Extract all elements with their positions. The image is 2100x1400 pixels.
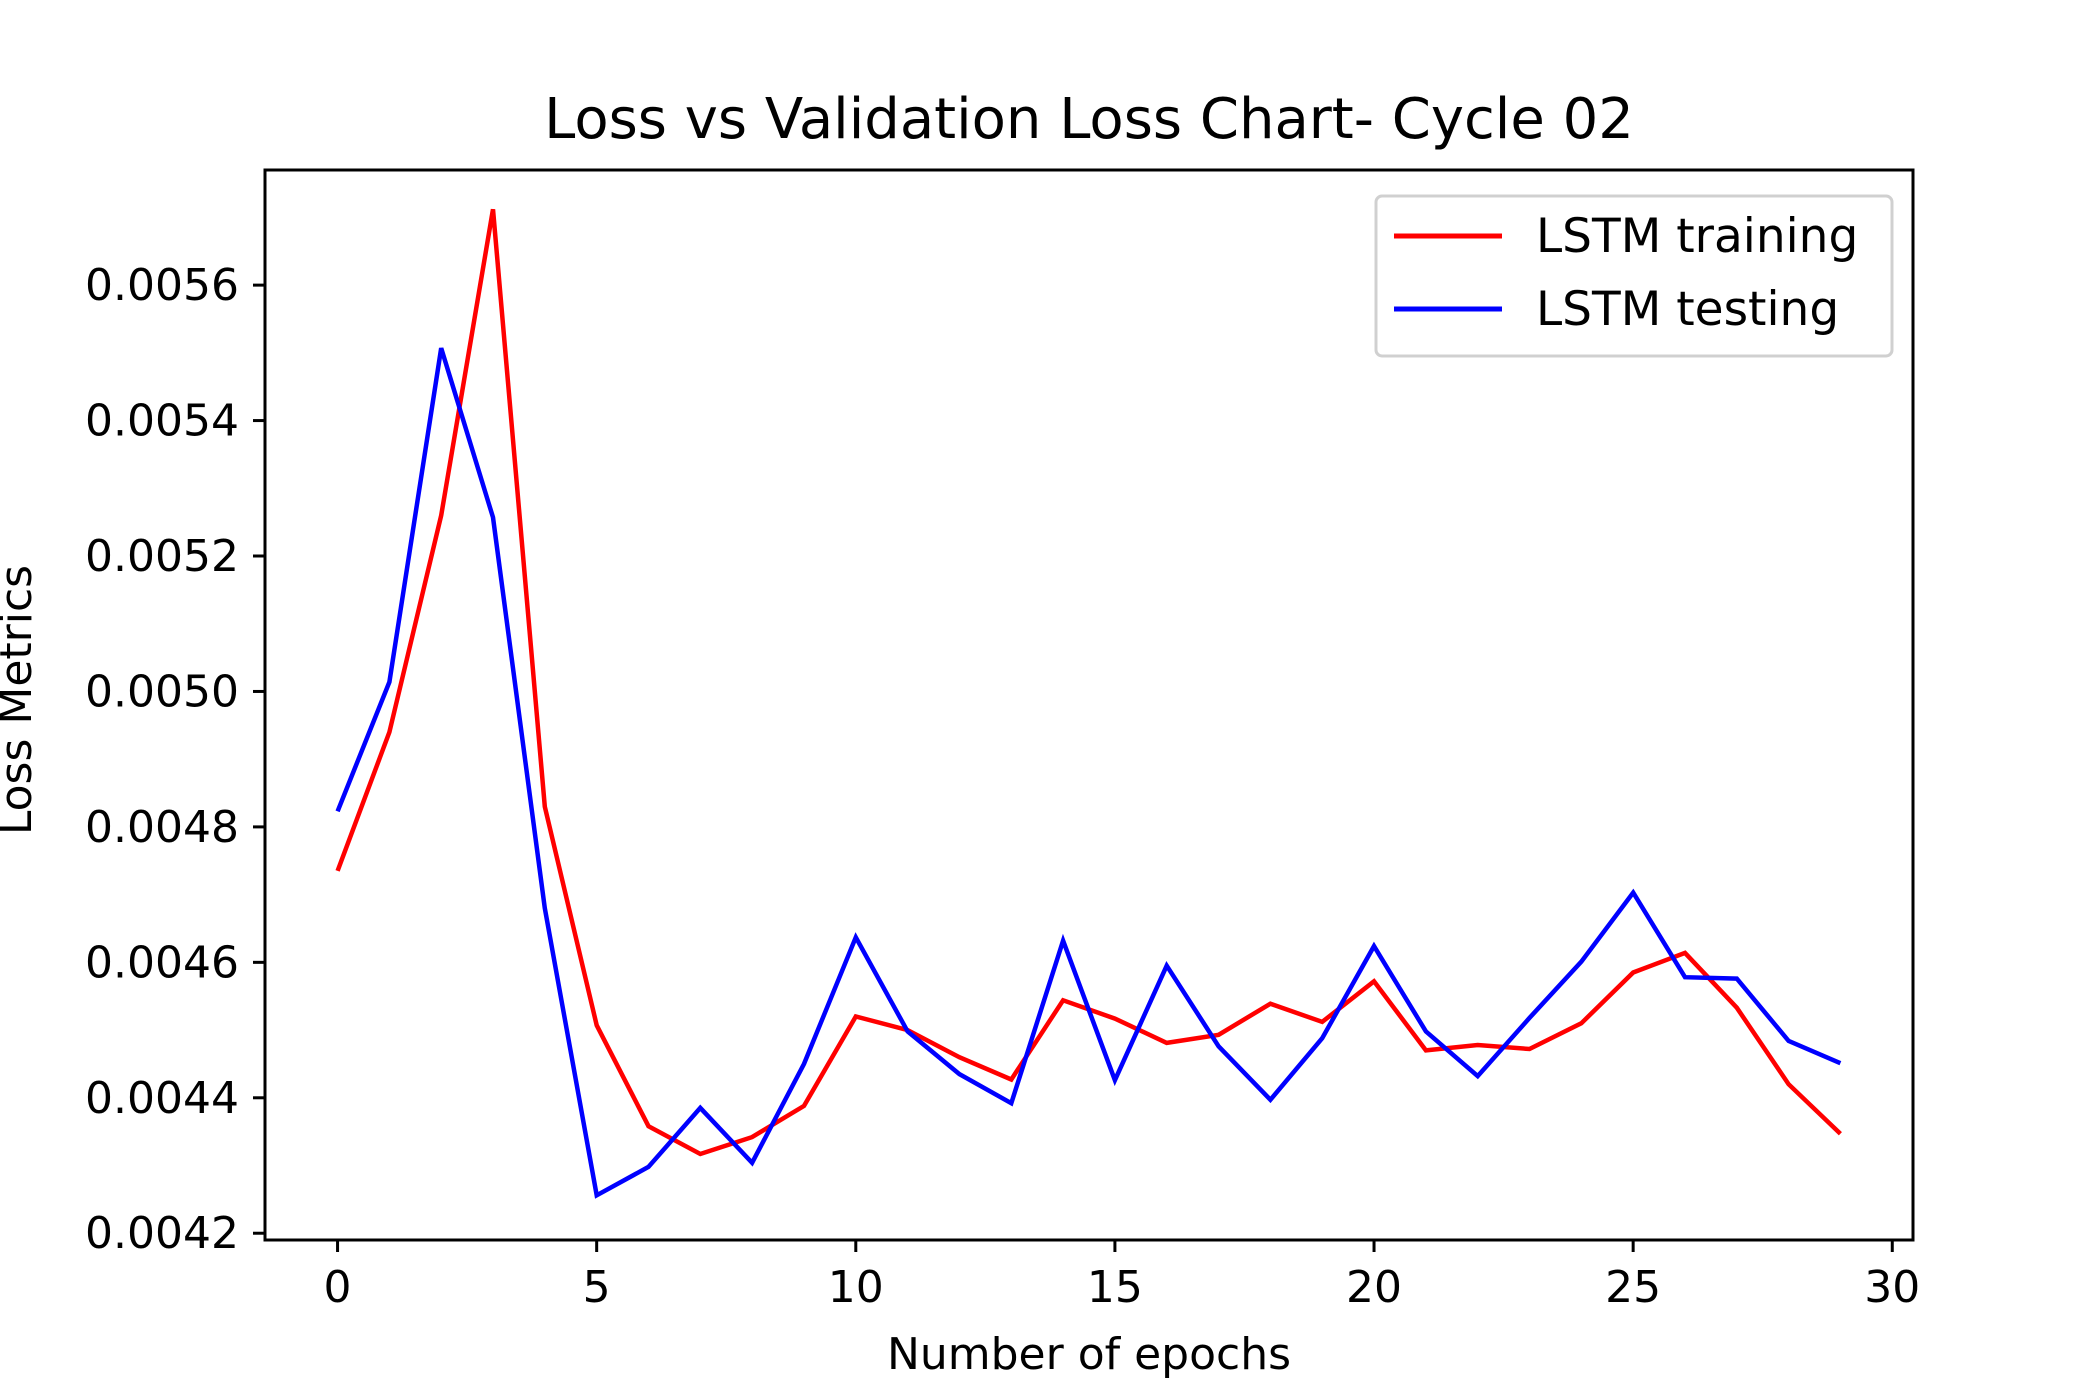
- plot-area: [263, 168, 1915, 1242]
- x-tick-label: 30: [1864, 1262, 1920, 1313]
- chart-title: Loss vs Validation Loss Chart- Cycle 02: [544, 87, 1634, 152]
- x-tick-label: 0: [324, 1262, 352, 1313]
- y-axis: 0.0042 0.0044 0.0046 0.0048 0.0050 0.0052 0.00…: [85, 260, 265, 1259]
- y-axis-title: Loss Metrics: [0, 565, 42, 835]
- x-tick-label: 5: [583, 1262, 611, 1313]
- y-tick-label: 0.0052: [85, 531, 239, 582]
- legend-label-0: LSTM training: [1536, 209, 1858, 264]
- y-tick-label: 0.0048: [85, 802, 239, 853]
- x-axis-title: Number of epochs: [887, 1329, 1291, 1380]
- x-axis: 0 5 10 15 20 25 30: [324, 1240, 1920, 1313]
- y-tick-label: 0.0054: [85, 396, 239, 447]
- x-tick-label: 10: [828, 1262, 884, 1313]
- y-tick-label: 0.0056: [85, 260, 239, 311]
- legend: LSTM training LSTM testing: [1374, 194, 1894, 358]
- y-tick-label: 0.0044: [85, 1073, 239, 1124]
- y-tick-label: 0.0050: [85, 666, 239, 717]
- y-tick-label: 0.0042: [85, 1208, 239, 1259]
- series-layer: [335, 208, 1842, 1199]
- x-tick-label: 20: [1346, 1262, 1402, 1313]
- y-tick-label: 0.0046: [85, 937, 239, 988]
- legend-label-1: LSTM testing: [1536, 282, 1839, 337]
- legend-frame: [1374, 194, 1894, 358]
- plot-frame: [263, 168, 1915, 1242]
- x-tick-label: 25: [1605, 1262, 1661, 1313]
- x-tick-label: 15: [1087, 1262, 1143, 1313]
- series-line-1: [335, 347, 1842, 1199]
